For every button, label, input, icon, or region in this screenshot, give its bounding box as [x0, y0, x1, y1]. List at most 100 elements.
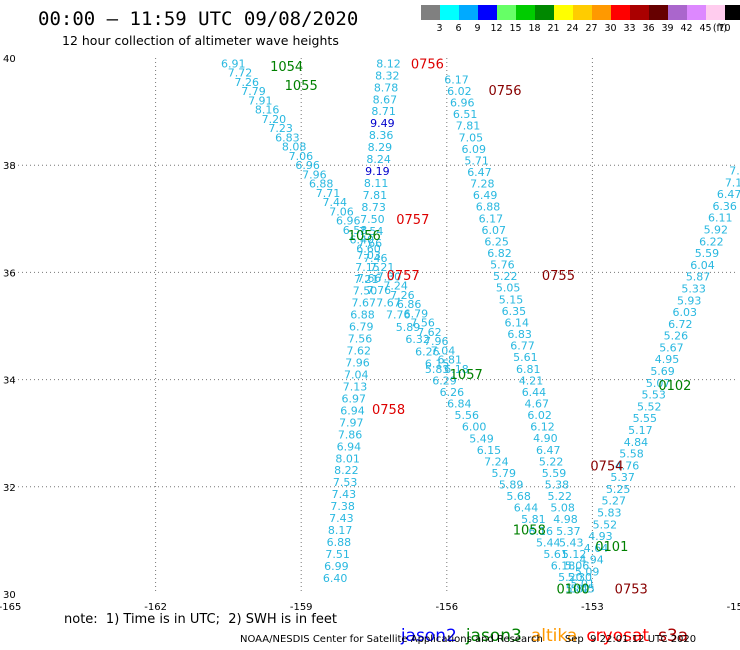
swh-value-label: 6.79	[404, 307, 429, 320]
swh-value-label: 5.52	[637, 400, 662, 413]
swh-value-label: 6.04	[690, 259, 715, 272]
swh-value-label: 4.64	[584, 542, 609, 555]
time-label: 0753	[615, 583, 648, 598]
scale-swatch-8	[573, 5, 592, 20]
swh-value-label: 4.93	[588, 530, 613, 543]
swh-value-label: 7.23	[268, 122, 293, 135]
legend-altika: altika	[530, 626, 578, 646]
scale-label-2: 9	[474, 23, 481, 34]
swh-value-label: 5.83	[597, 507, 622, 520]
x-tick-label: -162	[144, 602, 167, 613]
swh-value-label: 5.43	[559, 536, 584, 549]
swh-value-label: 7.15	[355, 261, 380, 274]
swh-value-label: 7.28	[470, 178, 495, 191]
swh-value-label: 4.84	[624, 436, 649, 449]
swh-value-label: 9.19	[365, 165, 390, 178]
swh-value-label: 6.47	[536, 444, 561, 457]
swh-value-label: 6.44	[514, 502, 539, 515]
swh-value-label: 7.62	[417, 326, 442, 339]
swh-value-label: 4.67	[525, 397, 550, 410]
swh-value-label: 6.26	[440, 386, 465, 399]
time-label: 1054	[270, 60, 303, 75]
footer-credit: NOAA/NESDIS Center for Satellite Applica…	[240, 634, 543, 645]
scale-label-1: 6	[455, 23, 462, 34]
scale-swatch-7	[554, 5, 573, 20]
swh-value-label: 7.43	[332, 488, 357, 501]
satellite-legend: jason2 jason3 altika cryosat s3a	[390, 606, 697, 646]
scale-label-5: 18	[528, 23, 541, 34]
swh-value-label: 5.22	[548, 490, 573, 503]
swh-value-label: 6.83	[507, 328, 532, 341]
swh-value-label: 7.04	[344, 368, 369, 381]
scale-swatch-3	[478, 5, 497, 20]
swh-value-label: 7.06	[289, 150, 314, 163]
scale-swatch-15	[706, 5, 725, 20]
swh-value-label: 6.12	[530, 421, 555, 434]
swh-value-label: 4.21	[519, 374, 544, 387]
scale-swatch-1	[440, 5, 459, 20]
swh-value-label: 6.26	[415, 345, 440, 358]
time-label: 1058	[513, 524, 546, 539]
scale-label-10: 33	[623, 23, 636, 34]
legend-cryosat: cryosat	[586, 626, 650, 646]
scale-swatch-2	[459, 5, 478, 20]
swh-value-label: 6.18	[444, 363, 469, 376]
swh-value-label: 5.52	[593, 518, 618, 531]
swh-value-label: 7.53	[333, 476, 358, 489]
y-tick-label: 38	[3, 161, 16, 172]
swh-value-label: 8.24	[366, 153, 391, 166]
swh-value-label: 7.26	[390, 289, 415, 302]
swh-value-label: 9.49	[370, 117, 395, 130]
legend-jason2: jason2	[400, 626, 457, 646]
swh-value-label: 5.55	[633, 412, 658, 425]
x-tick-label: -156	[435, 602, 458, 613]
swh-value-label: 8.11	[364, 177, 389, 190]
swh-value-label: 7.20	[262, 113, 287, 126]
x-tick-label: -159	[290, 602, 313, 613]
swh-value-label: 8.32	[375, 69, 400, 82]
scale-label-7: 24	[566, 23, 579, 34]
swh-value-label: 6.40	[350, 233, 375, 246]
legend-s3a: s3a	[658, 626, 689, 646]
swh-value-label: 7.30	[377, 270, 402, 283]
swh-value-label: 5.22	[539, 455, 564, 468]
swh-value-label: 5.92	[704, 224, 729, 237]
scale-label-11: 36	[642, 23, 655, 34]
swh-value-label: 4.94	[579, 554, 604, 567]
swh-value-label: 5.38	[545, 478, 570, 491]
swh-value-label: 7.91	[248, 94, 273, 107]
swh-value-label: 6.99	[324, 560, 349, 573]
swh-value-label: 6.35	[502, 305, 527, 318]
swh-value-label: 7.43	[329, 512, 354, 525]
swh-value-label: 7.56	[348, 333, 373, 346]
swh-value-label: 7.56	[410, 317, 435, 330]
swh-value-label: 8.08	[282, 141, 307, 154]
swh-value-label: 5.37	[556, 525, 581, 538]
swh-value-label: 7.97	[339, 416, 364, 429]
swh-value-label: 5.45	[570, 583, 595, 596]
swh-value-label: 6.72	[668, 318, 693, 331]
swh-value-label: 4.98	[553, 513, 578, 526]
scale-swatch-16	[725, 5, 740, 20]
swh-value-label: 6.29	[432, 374, 457, 387]
scale-swatch-4	[497, 5, 516, 20]
swh-value-label: 5.09	[575, 565, 600, 578]
swh-value-label: 5.83	[425, 363, 450, 376]
scale-swatch-14	[687, 5, 706, 20]
swh-value-label: 6.15	[477, 444, 502, 457]
swh-value-label: 5.27	[602, 495, 627, 508]
swh-value-label: 7.21	[370, 261, 395, 274]
swh-value-label: 6.47	[717, 188, 740, 201]
swh-value-label: 6.97	[342, 392, 367, 405]
swh-value-label: 7.1	[725, 176, 740, 189]
swh-value-label: 7.44	[322, 196, 347, 209]
swh-value-label: 6.36	[712, 200, 737, 213]
swh-value-label: 7.26	[235, 76, 260, 89]
swh-value-label: 7.03	[356, 249, 381, 262]
swh-value-label: 6.07	[482, 224, 507, 237]
swh-value-label: 6.96	[295, 159, 320, 172]
swh-value-label: 8.29	[368, 141, 393, 154]
swh-value-label: 6.51	[453, 108, 478, 121]
swh-value-label: 6.14	[504, 316, 529, 329]
swh-value-label: 5.30	[568, 571, 593, 584]
